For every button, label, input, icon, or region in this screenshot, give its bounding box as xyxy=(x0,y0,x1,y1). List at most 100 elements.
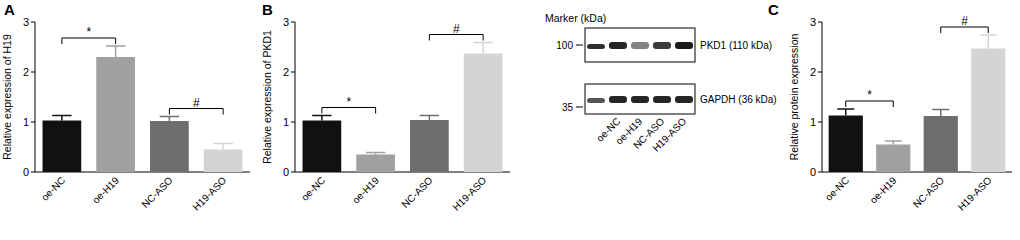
blot-band xyxy=(587,44,605,49)
y-tick-label: 2 xyxy=(23,66,29,78)
x-tick-label: oe-H19 xyxy=(350,174,381,205)
y-tick-label: 1 xyxy=(23,116,29,128)
y-tick-label: 0 xyxy=(23,166,29,178)
bar xyxy=(96,57,135,172)
band-label: GAPDH (36 kDa) xyxy=(700,94,777,105)
x-tick-label: oe-NC xyxy=(39,175,67,203)
x-tick-label: H19-ASO xyxy=(190,174,228,212)
y-axis xyxy=(295,22,296,172)
y-tick xyxy=(291,122,295,123)
error-bar xyxy=(980,35,997,49)
blot-frame xyxy=(585,84,695,114)
panel-label: C xyxy=(768,1,779,18)
blot-band xyxy=(675,96,693,103)
blot-band xyxy=(609,96,627,103)
error-cap xyxy=(885,140,902,142)
error-cap xyxy=(160,116,179,118)
blot-band xyxy=(631,96,649,103)
error-cap xyxy=(52,115,71,117)
error-bar xyxy=(420,116,439,121)
error-stem xyxy=(845,109,847,116)
error-bar xyxy=(160,117,179,122)
error-bar xyxy=(932,110,949,117)
x-tick-label: oe-H19 xyxy=(868,174,899,205)
error-stem xyxy=(988,35,990,49)
significance-label: * xyxy=(346,95,351,109)
marker-tick xyxy=(576,45,583,46)
lane-label: H19-ASO xyxy=(650,115,688,153)
western-blot: Marker (kDa)PKD1 (110 kDa)GAPDH (36 kDa)… xyxy=(545,12,777,154)
significance-label: # xyxy=(961,14,968,28)
y-tick-label: 0 xyxy=(810,166,816,178)
bar xyxy=(204,150,243,173)
panel: BRelative expression of PKD10123oe-NCoe-… xyxy=(261,1,510,213)
x-tick-label: oe-H19 xyxy=(90,174,121,205)
bar xyxy=(464,54,503,173)
blot-band xyxy=(675,42,693,49)
x-tick-label: H19-ASO xyxy=(956,174,994,212)
bar xyxy=(876,145,910,173)
error-bar xyxy=(213,144,232,150)
error-cap xyxy=(312,115,331,117)
error-cap xyxy=(106,45,125,47)
y-tick xyxy=(818,72,822,73)
bars xyxy=(43,46,243,172)
error-cap xyxy=(837,108,854,110)
bar xyxy=(971,49,1005,173)
y-tick-label: 2 xyxy=(810,66,816,78)
y-axis xyxy=(822,22,823,172)
blot-band xyxy=(653,96,671,103)
marker-label: 100 xyxy=(556,40,573,51)
error-cap xyxy=(473,42,492,44)
band-label: PKD1 (110 kDa) xyxy=(700,40,772,51)
error-bar xyxy=(885,141,902,145)
y-tick-label: 3 xyxy=(283,16,289,28)
error-bar xyxy=(52,116,71,121)
bar xyxy=(43,121,82,173)
error-bar xyxy=(837,109,854,116)
blot-band xyxy=(587,98,605,103)
blot-frame xyxy=(585,28,695,62)
significance-label: * xyxy=(867,88,872,102)
y-axis-label: Relative protein expression xyxy=(788,34,800,161)
y-tick-label: 3 xyxy=(810,16,816,28)
y-tick xyxy=(31,172,35,173)
bar xyxy=(303,121,342,173)
panel: A Relative expression of H19 0 1 2 3 oe-NC oe-H… xyxy=(1,1,250,213)
error-stem xyxy=(115,46,117,57)
marker-tick xyxy=(576,107,583,108)
bars xyxy=(303,43,503,173)
y-tick-label: 1 xyxy=(283,116,289,128)
x-tick-label: oe-NC xyxy=(299,175,327,203)
y-tick xyxy=(291,22,295,23)
blot-band xyxy=(653,42,671,49)
error-stem xyxy=(940,110,942,117)
bar xyxy=(150,121,189,172)
panel-label: A xyxy=(4,1,15,18)
y-tick xyxy=(31,122,35,123)
bars xyxy=(829,35,1006,172)
error-bar xyxy=(473,43,492,54)
y-tick xyxy=(818,172,822,173)
y-tick xyxy=(31,22,35,23)
error-stem xyxy=(482,43,484,54)
y-tick xyxy=(291,72,295,73)
panel-label: B xyxy=(262,1,273,18)
y-tick-label: 0 xyxy=(283,166,289,178)
y-tick xyxy=(291,172,295,173)
y-axis-label: Relative expression of H19 xyxy=(1,34,13,160)
blot-band xyxy=(631,42,649,49)
x-tick-label: NC-ASO xyxy=(400,174,435,209)
x-tick-label: NC-ASO xyxy=(911,174,946,209)
bar xyxy=(924,116,958,172)
x-tick-label: oe-NC xyxy=(823,175,851,203)
y-tick-label: 3 xyxy=(23,16,29,28)
error-stem xyxy=(222,144,224,150)
error-cap xyxy=(213,143,232,145)
error-bar xyxy=(312,116,331,121)
y-tick-label: 1 xyxy=(810,116,816,128)
error-cap xyxy=(420,115,439,117)
y-tick-label: 2 xyxy=(283,66,289,78)
figure: A Relative expression of H19 0 1 2 3 oe-NC oe-H… xyxy=(0,0,1020,240)
significance-label: * xyxy=(86,25,91,39)
